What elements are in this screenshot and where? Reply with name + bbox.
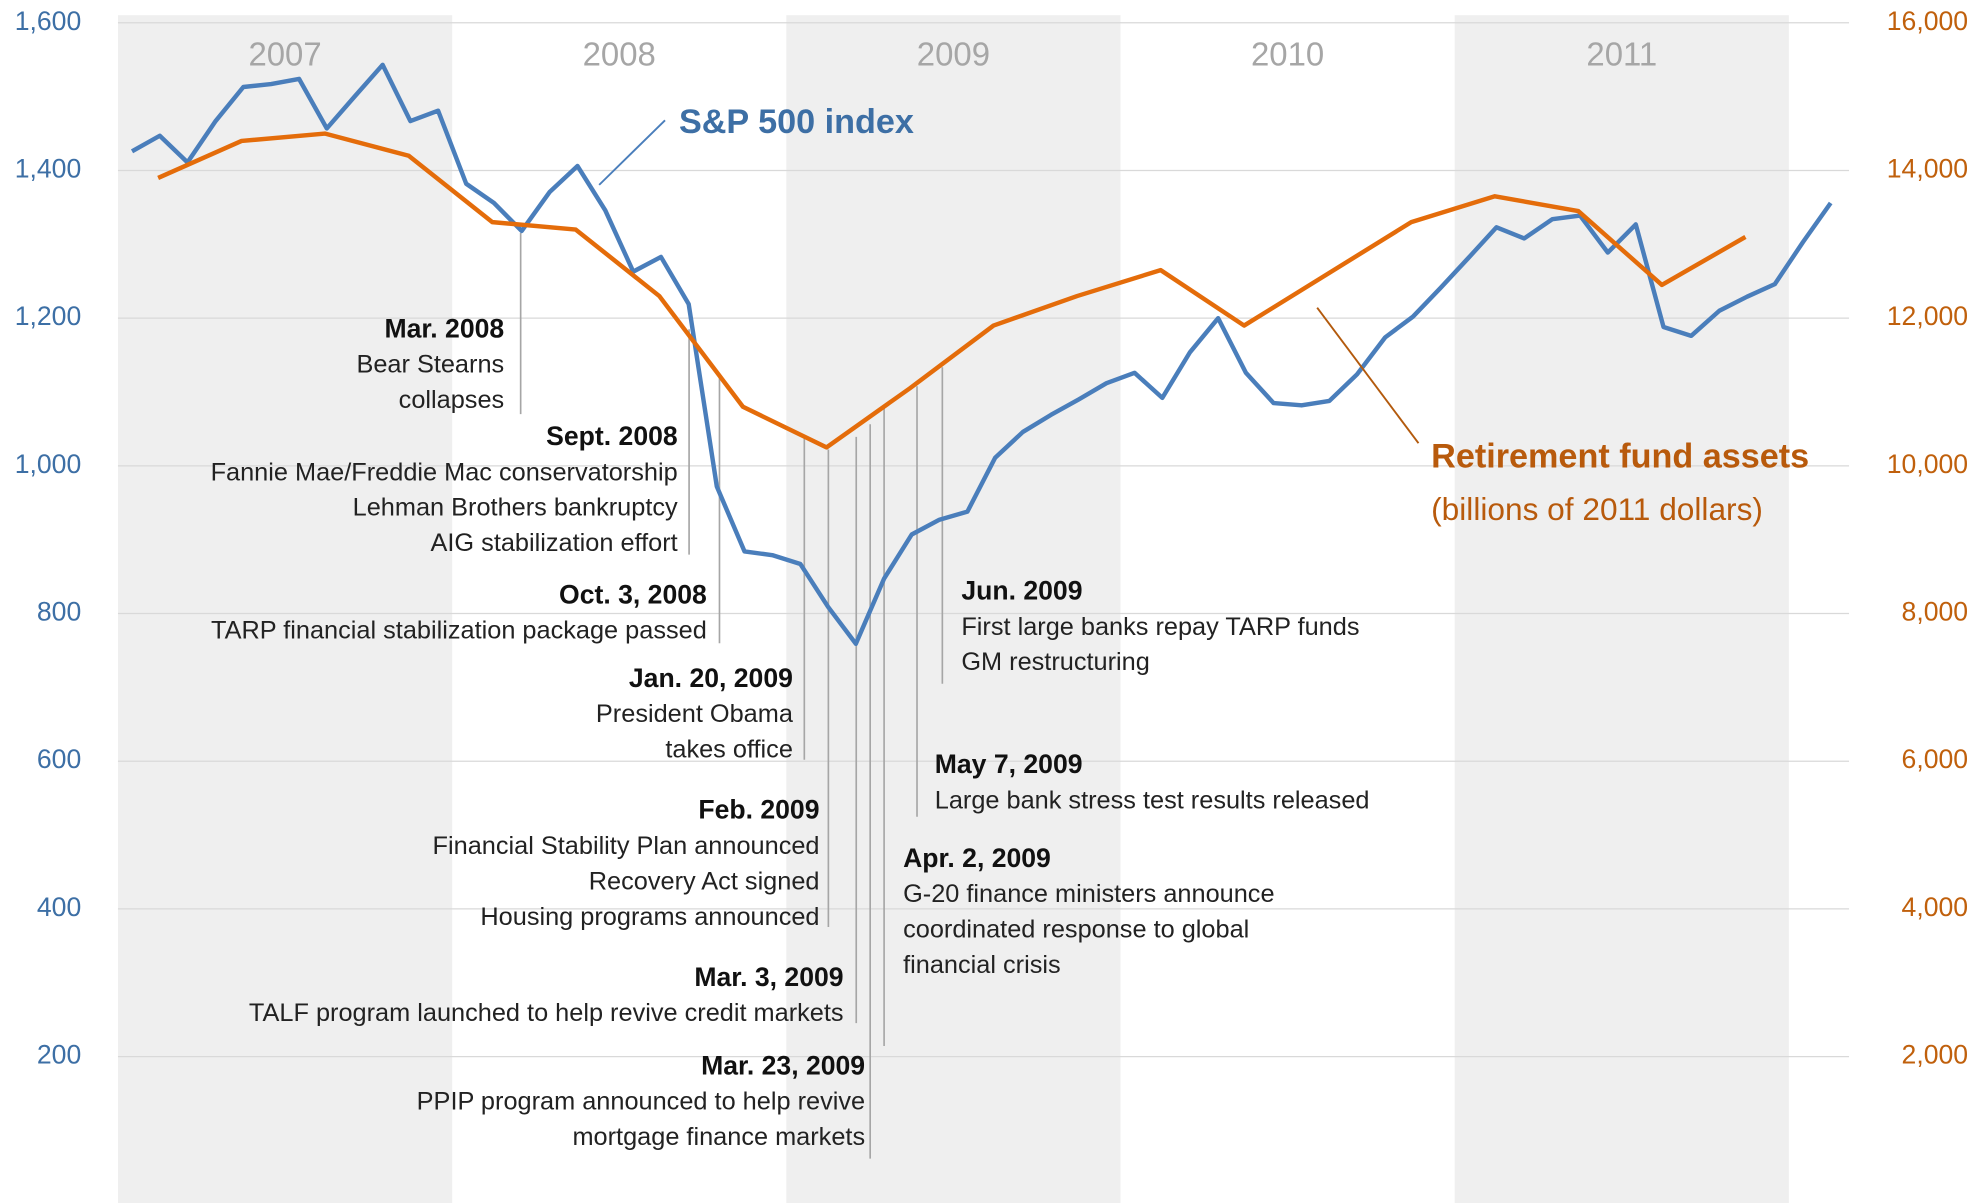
y2-tick-label: 10,000 (1887, 449, 1968, 479)
series-subtitle: (billions of 2011 dollars) (1431, 491, 1763, 527)
annotation-text: Recovery Act signed (589, 867, 820, 895)
series-line (157, 131, 1747, 450)
label-leader (1316, 307, 1420, 444)
annotation-date: Feb. 2009 (698, 795, 819, 825)
annotation-text: Large bank stress test results released (935, 786, 1370, 814)
annotation-date: Apr. 2, 2009 (903, 843, 1051, 873)
year-label: 2009 (917, 36, 990, 73)
annotation-text: collapses (399, 386, 505, 414)
year-band (1454, 15, 1789, 1203)
y2-tick-label: 2,000 (1902, 1040, 1969, 1070)
annotation-text: TALF program launched to help revive cre… (249, 999, 844, 1027)
annotation-text: financial crisis (903, 951, 1061, 979)
annotation-text: G-20 finance ministers announce (903, 880, 1274, 908)
y-tick-label: 400 (37, 892, 81, 922)
series-label: S&P 500 index (679, 103, 914, 141)
annotation-date: May 7, 2009 (935, 749, 1083, 779)
annotation-text: coordinated response to global (903, 915, 1249, 943)
annotation-text: Financial Stability Plan announced (433, 832, 820, 860)
year-label: 2011 (1586, 36, 1657, 73)
series-line (130, 62, 1833, 647)
y-tick-label: 200 (37, 1040, 81, 1070)
annotation-text: TARP financial stabilization package pas… (211, 617, 707, 645)
year-label: 2008 (583, 36, 656, 73)
annotation-date: Jan. 20, 2009 (629, 663, 793, 693)
year-band (117, 15, 453, 1203)
annotation-text: AIG stabilization effort (431, 529, 678, 557)
y2-tick-label: 4,000 (1902, 892, 1969, 922)
y-tick-label: 1,400 (15, 154, 82, 184)
annotation-text: mortgage finance markets (572, 1123, 865, 1151)
annotation-text: PPIP program announced to help revive (417, 1088, 865, 1116)
y2-tick-label: 14,000 (1887, 154, 1968, 184)
year-band (786, 15, 1121, 1203)
annotation-text: First large banks repay TARP funds (961, 613, 1359, 641)
annotation-text: Fannie Mae/Freddie Mac conservatorship (211, 458, 678, 486)
series-label: Retirement fund assets (1431, 437, 1809, 475)
annotation-text: Bear Stearns (356, 351, 504, 379)
annotation-text: Housing programs announced (480, 903, 819, 931)
y-tick-label: 1,200 (15, 301, 82, 331)
y2-tick-label: 8,000 (1902, 597, 1969, 627)
annotation-date: Jun. 2009 (961, 576, 1082, 606)
annotation-date: Oct. 3, 2008 (559, 579, 707, 609)
y-tick-label: 600 (37, 744, 81, 774)
year-label: 2010 (1251, 36, 1324, 73)
annotation-date: Sept. 2008 (546, 421, 678, 451)
annotation-text: takes office (665, 736, 793, 764)
year-label: 2007 (248, 36, 321, 73)
annotation-date: Mar. 23, 2009 (701, 1051, 865, 1081)
annotation-text: GM restructuring (961, 648, 1149, 676)
label-leader (598, 119, 666, 186)
annotation-text: President Obama (596, 700, 794, 728)
y2-tick-label: 16,000 (1887, 6, 1968, 36)
y-tick-label: 1,000 (15, 449, 82, 479)
annotation-text: Lehman Brothers bankruptcy (353, 494, 678, 522)
y2-tick-label: 12,000 (1887, 301, 1968, 331)
y-tick-label: 800 (37, 597, 81, 627)
annotation-date: Mar. 2008 (384, 314, 504, 344)
y2-tick-label: 6,000 (1902, 744, 1969, 774)
annotation-date: Mar. 3, 2009 (694, 962, 843, 992)
y-tick-label: 1,600 (15, 6, 82, 36)
